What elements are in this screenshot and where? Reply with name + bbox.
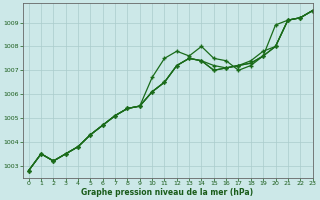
X-axis label: Graphe pression niveau de la mer (hPa): Graphe pression niveau de la mer (hPa) xyxy=(82,188,254,197)
